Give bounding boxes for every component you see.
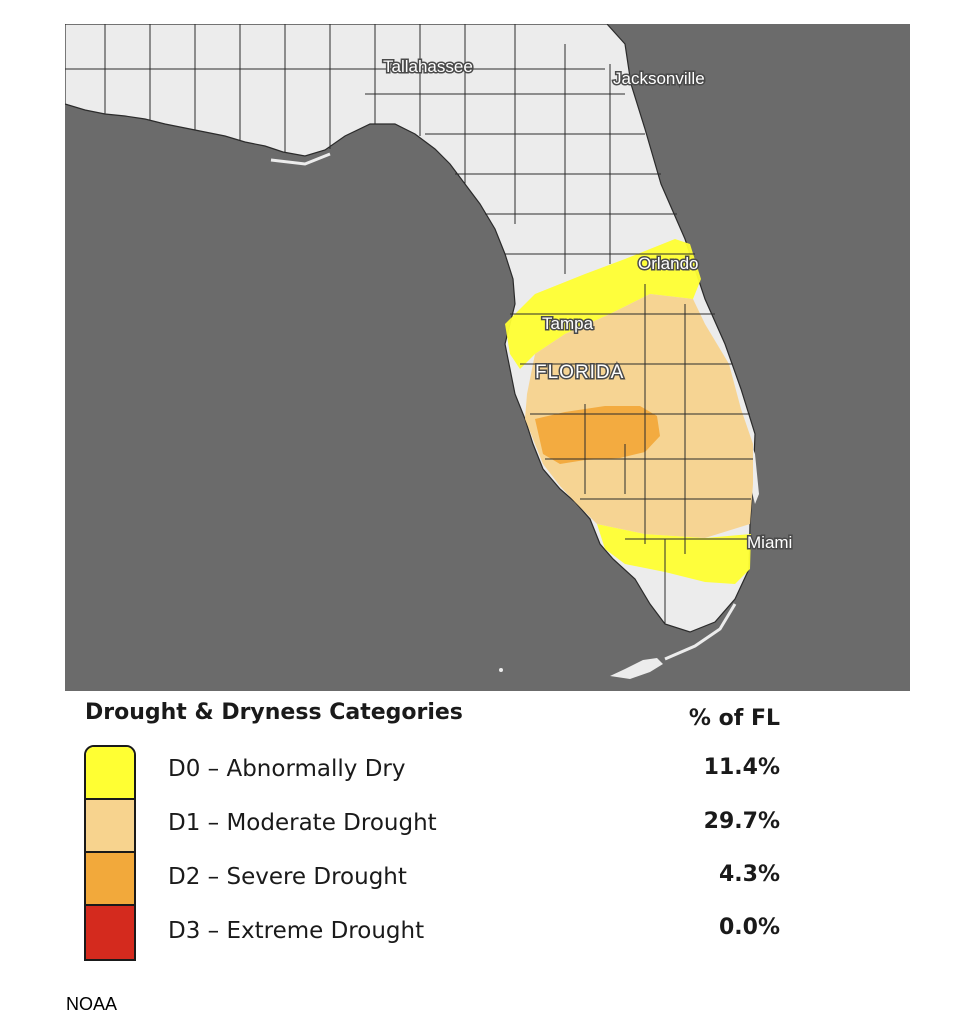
legend-label-d0: D0 – Abnormally Dry [168, 756, 406, 782]
city-label-tallahassee: Tallahassee [383, 57, 473, 76]
drought-map: Tallahassee Jacksonville Orlando Tampa F… [65, 24, 910, 691]
city-label-tampa: Tampa [542, 314, 594, 333]
legend-percent-d2: 4.3% [718, 862, 780, 887]
legend-percent-header: % of FL [688, 706, 780, 731]
florida-keys-chain [664, 603, 737, 661]
city-label-orlando: Orlando [638, 254, 698, 273]
source-credit: NOAA [66, 994, 118, 1014]
dry-tortugas [499, 668, 503, 672]
d2-region [535, 406, 660, 464]
swatch-d0 [86, 747, 134, 800]
swatch-d3 [86, 906, 134, 959]
city-label-jacksonville: Jacksonville [613, 69, 705, 88]
legend-label-d1: D1 – Moderate Drought [168, 810, 437, 836]
florida-keys [610, 658, 663, 679]
legend-percent-d3: 0.0% [718, 915, 780, 940]
legend-title: Drought & Dryness Categories [85, 700, 463, 725]
legend-label-d2: D2 – Severe Drought [168, 864, 407, 890]
swatch-d2 [86, 853, 134, 906]
legend-swatches [84, 745, 136, 961]
city-label-miami: Miami [747, 533, 792, 552]
state-label-florida: FLORIDA [535, 362, 624, 383]
legend-label-d3: D3 – Extreme Drought [168, 918, 425, 944]
swatch-d1 [86, 800, 134, 853]
florida-map-svg: Tallahassee Jacksonville Orlando Tampa F… [65, 24, 910, 691]
panhandle-barrier [270, 152, 331, 166]
county-borders [65, 24, 753, 624]
legend-percent-d0: 11.4% [703, 755, 780, 780]
d0-region [505, 239, 701, 369]
legend-percent-d1: 29.7% [703, 809, 780, 834]
